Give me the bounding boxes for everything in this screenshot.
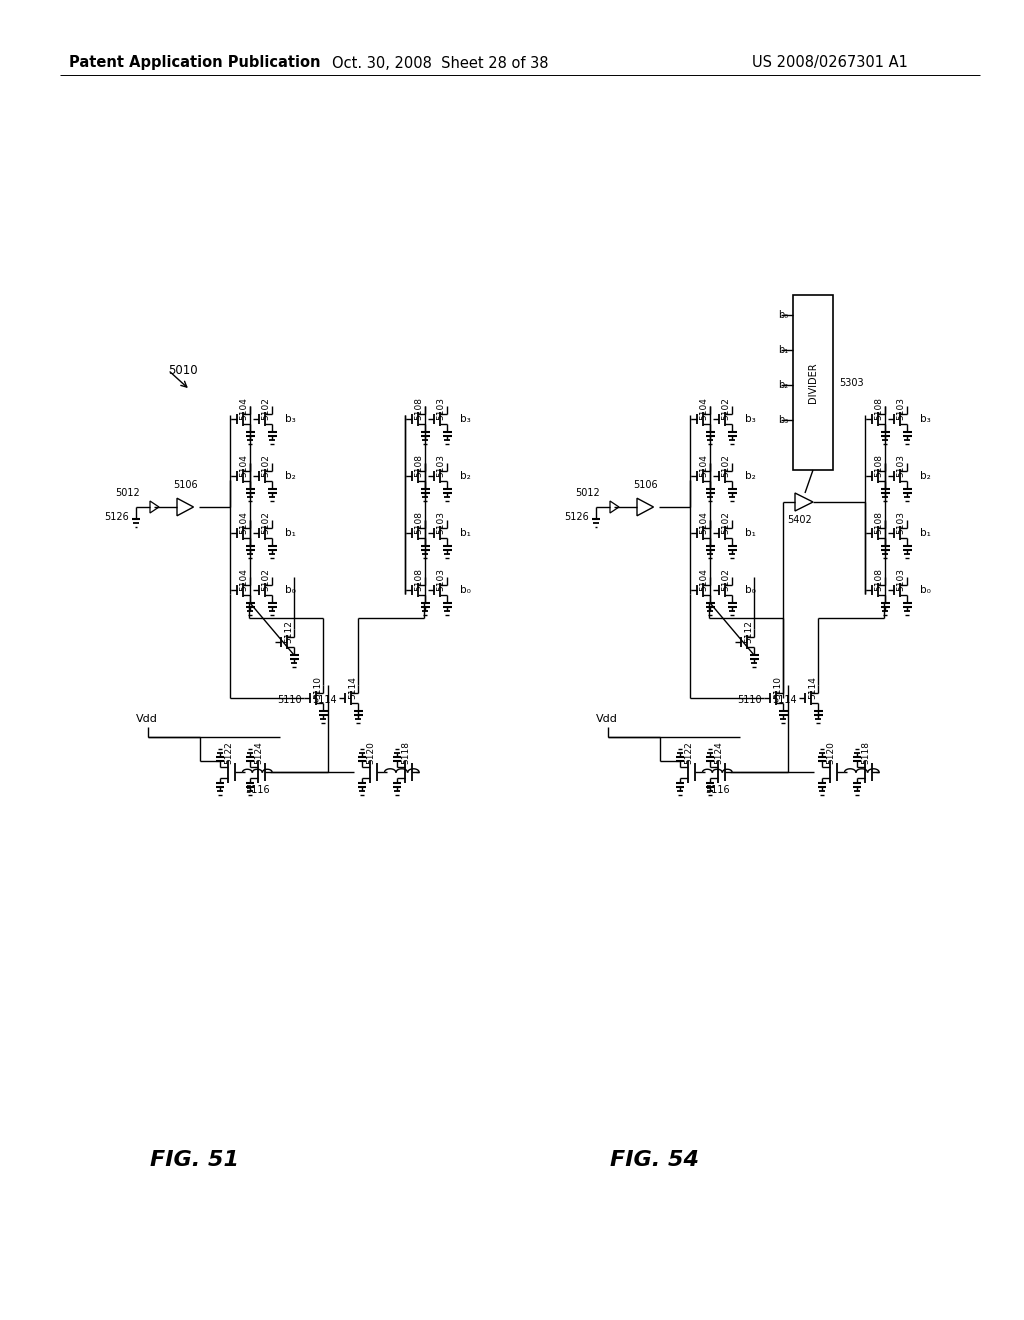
Text: 5102: 5102 (722, 569, 730, 591)
Text: 5106: 5106 (634, 480, 658, 490)
Bar (793, 294, 833, 470)
Text: 5114: 5114 (312, 696, 337, 705)
Text: b₂: b₂ (745, 471, 756, 480)
Text: b₀: b₀ (460, 585, 471, 595)
Text: Vdd: Vdd (596, 714, 617, 723)
Text: 5102: 5102 (261, 454, 270, 477)
Text: 5103: 5103 (436, 397, 445, 420)
Text: 5102: 5102 (261, 397, 270, 420)
Text: 5108: 5108 (874, 397, 884, 420)
Text: 5103: 5103 (896, 511, 905, 535)
Text: b₃: b₃ (460, 414, 471, 424)
Text: 5114: 5114 (772, 696, 797, 705)
Text: b₁: b₁ (745, 528, 756, 539)
Text: 5120: 5120 (367, 742, 376, 764)
Text: b₀: b₀ (920, 585, 931, 595)
Text: 5116: 5116 (705, 785, 730, 795)
Text: 5303: 5303 (839, 378, 863, 388)
Text: 5114: 5114 (348, 676, 357, 700)
Text: 5104: 5104 (699, 454, 709, 477)
Text: 5102: 5102 (261, 511, 270, 535)
Text: 5116: 5116 (245, 785, 269, 795)
Text: 5108: 5108 (874, 568, 884, 591)
Text: 5010: 5010 (168, 363, 198, 376)
Text: b₃: b₃ (285, 414, 296, 424)
Text: 5103: 5103 (436, 454, 445, 478)
Text: FIG. 51: FIG. 51 (151, 1150, 240, 1170)
Text: FIG. 54: FIG. 54 (610, 1150, 699, 1170)
Text: b₂: b₂ (285, 471, 296, 480)
Text: 5112: 5112 (285, 620, 294, 643)
Text: 5118: 5118 (861, 742, 870, 764)
Text: 5104: 5104 (240, 569, 249, 591)
Text: 5103: 5103 (896, 397, 905, 420)
Text: 5126: 5126 (564, 512, 589, 521)
Text: 5012: 5012 (116, 488, 140, 498)
Text: b₀: b₀ (285, 585, 296, 595)
Text: 5126: 5126 (104, 512, 129, 521)
Text: 5104: 5104 (699, 511, 709, 535)
Text: 5110: 5110 (313, 676, 323, 700)
Text: 5120: 5120 (826, 742, 836, 764)
Text: b₁: b₁ (460, 528, 471, 539)
Text: Vdd: Vdd (136, 714, 158, 723)
Text: 5103: 5103 (896, 454, 905, 478)
Text: b₂: b₂ (778, 380, 788, 389)
Text: Oct. 30, 2008  Sheet 28 of 38: Oct. 30, 2008 Sheet 28 of 38 (332, 55, 548, 70)
Text: 5118: 5118 (401, 742, 411, 764)
Text: 5104: 5104 (240, 397, 249, 420)
Text: b₂: b₂ (920, 471, 931, 480)
Text: b₃: b₃ (920, 414, 931, 424)
Text: US 2008/0267301 A1: US 2008/0267301 A1 (752, 55, 908, 70)
Text: 5108: 5108 (415, 568, 424, 591)
Text: Patent Application Publication: Patent Application Publication (70, 55, 321, 70)
Text: 5112: 5112 (744, 620, 754, 643)
Text: 5122: 5122 (224, 742, 233, 764)
Text: 5103: 5103 (896, 568, 905, 591)
Text: b₃: b₃ (745, 414, 756, 424)
Text: b₂: b₂ (460, 471, 471, 480)
Text: 5124: 5124 (255, 742, 263, 764)
Text: 5103: 5103 (436, 568, 445, 591)
Text: 5102: 5102 (722, 454, 730, 477)
Text: 5104: 5104 (240, 511, 249, 535)
Text: 5124: 5124 (715, 742, 724, 764)
Text: b₁: b₁ (920, 528, 931, 539)
Text: 5402: 5402 (787, 515, 812, 525)
Text: 5012: 5012 (575, 488, 600, 498)
Text: 5104: 5104 (699, 569, 709, 591)
Text: 5114: 5114 (809, 676, 817, 700)
Text: 5103: 5103 (436, 511, 445, 535)
Text: 5108: 5108 (874, 511, 884, 535)
Text: 5108: 5108 (415, 511, 424, 535)
Text: 5104: 5104 (699, 397, 709, 420)
Text: 5110: 5110 (737, 696, 762, 705)
Text: 5102: 5102 (261, 569, 270, 591)
Text: 5108: 5108 (415, 397, 424, 420)
Text: b₀: b₀ (778, 310, 788, 319)
Text: b₁: b₁ (778, 345, 788, 355)
Text: 5110: 5110 (773, 676, 782, 700)
Text: 5110: 5110 (278, 696, 302, 705)
Text: 5104: 5104 (240, 454, 249, 477)
Text: DIVIDER: DIVIDER (808, 362, 818, 403)
Text: b₃: b₃ (778, 414, 788, 425)
Text: 5102: 5102 (722, 511, 730, 535)
Text: 5122: 5122 (684, 742, 693, 764)
Text: b₁: b₁ (285, 528, 296, 539)
Text: 5108: 5108 (874, 454, 884, 478)
Text: b₀: b₀ (745, 585, 756, 595)
Text: 5106: 5106 (174, 480, 199, 490)
Text: 5108: 5108 (415, 454, 424, 478)
Text: 5102: 5102 (722, 397, 730, 420)
